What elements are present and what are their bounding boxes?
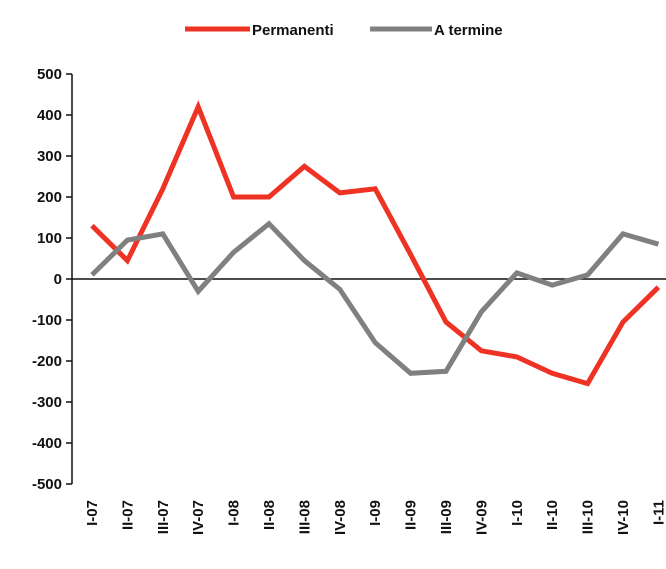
x-tick-label: I-11 xyxy=(650,500,666,525)
x-tick-label: III-10 xyxy=(580,500,597,534)
legend: Permanenti A termine xyxy=(185,22,503,39)
x-tick-label: III-09 xyxy=(438,500,455,534)
legend-label: A termine xyxy=(434,22,503,39)
x-tick-label: I-08 xyxy=(226,500,243,526)
x-tick-label: IV-09 xyxy=(473,500,490,535)
x-tick-label: IV-07 xyxy=(190,500,207,535)
y-tick-label: -200 xyxy=(32,353,62,370)
x-tick-label: III-07 xyxy=(155,500,172,534)
series-group xyxy=(92,107,659,384)
y-tick-label: -100 xyxy=(32,312,62,329)
x-tick-label: I-07 xyxy=(84,500,101,526)
x-tick-label: I-09 xyxy=(367,500,384,526)
y-tick-label: 300 xyxy=(37,148,62,165)
x-axis: I-07 II-07 III-07 IV-07 I-08 II-08 III-08 IV-08… xyxy=(72,279,666,535)
y-tick-label: -300 xyxy=(32,394,62,411)
x-tick-label: II-07 xyxy=(119,500,136,530)
y-tick-label: -400 xyxy=(32,435,62,452)
y-axis: 500 400 300 200 100 0 -100 -200 -300 -400 -500 xyxy=(32,66,72,493)
x-tick-label: IV-10 xyxy=(615,500,632,535)
x-tick-label: III-08 xyxy=(296,500,313,534)
y-tick-label: 500 xyxy=(37,66,62,83)
y-tick-label: 200 xyxy=(37,189,62,206)
x-tick-label: II-10 xyxy=(544,500,561,530)
y-tick-label: -500 xyxy=(32,476,62,493)
series-line-1 xyxy=(92,224,658,374)
x-tick-label: I-10 xyxy=(509,500,526,526)
y-tick-label: 0 xyxy=(54,271,62,288)
x-tick-label: II-09 xyxy=(403,500,420,530)
legend-label: Permanenti xyxy=(252,22,334,39)
y-tick-label: 400 xyxy=(37,107,62,124)
x-tick-label: II-08 xyxy=(261,500,278,530)
y-tick-label: 100 xyxy=(37,230,62,247)
x-tick-label: IV-08 xyxy=(332,500,349,535)
